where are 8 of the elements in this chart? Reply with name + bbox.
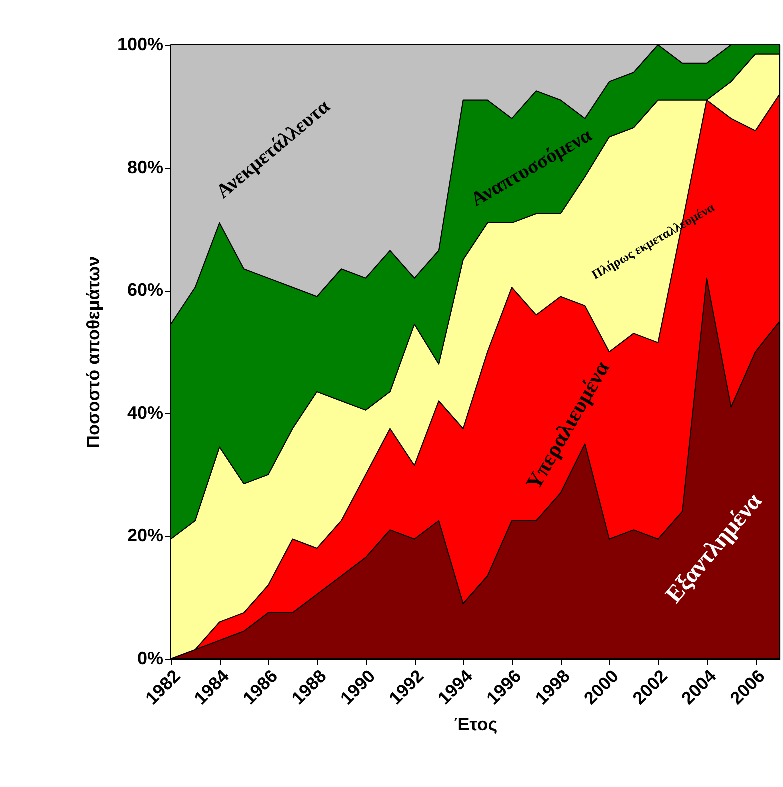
x-axis-title: Έτος [454,714,498,735]
y-tick-label: 100% [117,34,164,54]
y-tick-label: 20% [127,526,164,546]
y-tick-label: 40% [127,402,164,423]
y-tick-label: 0% [137,648,164,668]
y-tick-label: 80% [127,157,164,178]
y-tick-label: 60% [127,280,164,300]
y-axis-title: Ποσοστό αποθεμάτων [83,256,104,449]
